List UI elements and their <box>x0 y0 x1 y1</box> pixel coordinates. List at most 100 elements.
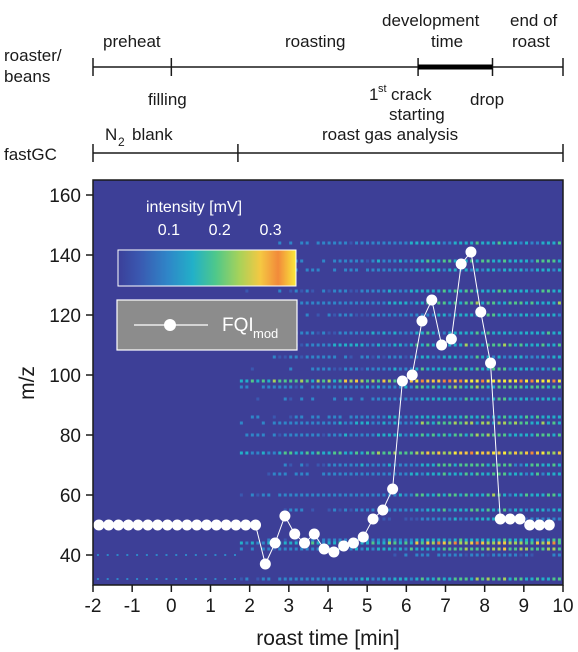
heat-cell <box>503 289 507 293</box>
heat-cell <box>514 541 518 545</box>
heat-cell <box>475 493 479 497</box>
heat-cell <box>497 415 501 419</box>
heat-cell <box>448 268 452 272</box>
heat-cell <box>344 301 348 305</box>
gc-analysis: roast gas analysis <box>322 125 458 144</box>
heat-cell <box>305 343 309 347</box>
heat-cell <box>453 268 457 272</box>
heat-cell <box>333 367 337 371</box>
heat-cell <box>535 433 539 437</box>
heat-cell <box>475 451 479 455</box>
heat-cell <box>459 538 463 542</box>
heat-cell <box>409 517 413 521</box>
heat-cell <box>145 554 148 556</box>
heat-cell <box>448 547 452 551</box>
heat-cell <box>261 451 265 455</box>
heat-cell <box>437 493 441 497</box>
heat-cell <box>459 313 463 317</box>
heat-cell <box>404 301 408 305</box>
heat-cell <box>541 415 545 419</box>
heat-cell <box>300 397 304 401</box>
heat-cell <box>508 553 512 557</box>
heat-cell <box>508 385 512 389</box>
heat-cell <box>398 451 402 455</box>
heat-cell <box>492 313 496 317</box>
heat-cell <box>546 463 550 467</box>
heat-cell <box>486 451 490 455</box>
heat-cell <box>486 241 490 245</box>
heat-cell <box>289 385 293 389</box>
heat-cell <box>316 355 320 359</box>
heat-cell <box>311 268 315 272</box>
heat-cell <box>349 379 353 383</box>
heat-cell <box>349 433 353 437</box>
heat-cell <box>409 289 413 293</box>
heat-cell <box>333 343 337 347</box>
heat-cell <box>464 577 468 581</box>
heat-cell <box>224 554 227 556</box>
heat-cell <box>393 421 397 425</box>
heat-cell <box>437 259 441 263</box>
heat-cell <box>289 415 293 419</box>
heat-cell <box>481 301 485 305</box>
heat-cell <box>453 379 457 383</box>
heat-cell <box>311 541 315 545</box>
heat-cell <box>267 538 271 542</box>
heat-cell <box>322 367 326 371</box>
heat-cell <box>557 331 561 335</box>
heat-cell <box>431 433 435 437</box>
heat-cell <box>333 355 337 359</box>
heat-cell <box>552 517 556 521</box>
heat-cell <box>371 241 375 245</box>
heat-cell <box>327 415 331 419</box>
heat-cell <box>530 577 534 581</box>
heat-cell <box>398 508 402 512</box>
heat-cell <box>250 547 254 551</box>
heat-cell <box>387 313 391 317</box>
heat-cell <box>300 385 304 389</box>
heat-cell <box>530 517 534 521</box>
series-point <box>338 540 350 552</box>
heat-cell <box>437 463 441 467</box>
heat-cell <box>300 472 304 476</box>
heat-cell <box>514 538 518 542</box>
heat-cell <box>305 313 309 317</box>
heat-cell <box>360 451 364 455</box>
heat-cell <box>415 577 419 581</box>
heat-cell <box>316 421 320 425</box>
heat-cell <box>355 301 359 305</box>
heat-cell <box>239 451 243 455</box>
heat-cell <box>136 578 139 580</box>
heat-cell <box>492 541 496 545</box>
heat-cell <box>508 313 512 317</box>
x-tick-label: 0 <box>166 596 177 617</box>
heat-cell <box>448 577 452 581</box>
heat-cell <box>409 385 413 389</box>
heat-cell <box>459 541 463 545</box>
heat-cell <box>420 241 424 245</box>
series-point <box>406 369 418 381</box>
heat-cell <box>250 451 254 455</box>
heat-cell <box>541 472 545 476</box>
heat-cell <box>525 241 529 245</box>
heat-cell <box>437 541 441 545</box>
heat-cell <box>541 493 545 497</box>
heat-cell <box>448 517 452 521</box>
heat-cell <box>387 331 391 335</box>
heat-cell <box>525 397 529 401</box>
x-tick-label: -2 <box>85 596 102 617</box>
heat-cell <box>481 553 485 557</box>
heat-cell <box>426 313 430 317</box>
heat-cell <box>437 577 441 581</box>
heat-cell <box>322 331 326 335</box>
heat-cell <box>514 355 518 359</box>
heat-cell <box>464 463 468 467</box>
heat-cell <box>305 463 309 467</box>
heat-cell <box>448 355 452 359</box>
heat-cell <box>557 553 561 557</box>
heat-cell <box>481 463 485 467</box>
heat-cell <box>530 301 534 305</box>
heat-cell <box>393 451 397 455</box>
heat-cell <box>387 289 391 293</box>
heat-cell <box>398 493 402 497</box>
